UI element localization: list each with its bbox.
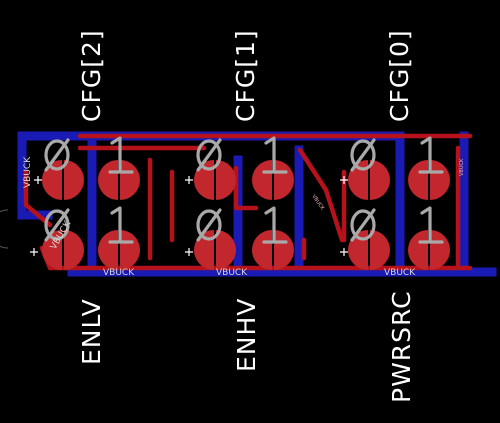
net-label-vbuck-bottom-1: VBUCK [103,268,135,278]
pad-number-cfg0-0 [350,139,376,171]
net-label-vbuck-left-1: VBUCK [23,156,33,188]
pad-enhv-1b[interactable] [274,230,294,270]
pad-pwrsrc-1[interactable] [408,230,428,270]
jumper-enhv[interactable] [185,206,294,270]
label-cfg2: CFG[2] [77,29,106,122]
top-trace-col-c[interactable] [233,165,259,211]
top-trace-left-bend[interactable] [23,169,53,228]
plus-cfg2 [34,176,42,184]
pad-number-cfg2-0-slash [44,138,70,172]
pad-enlv-1[interactable] [98,230,118,270]
label-cfg1: CFG[1] [231,29,260,122]
label-pwrsrc: PWRSRC [387,290,416,403]
pad-number-pwrsrc-1 [418,206,444,244]
pad-cfg1-1b[interactable] [274,160,294,200]
plus-pwrsrc [340,248,348,256]
label-enlv: ENLV [77,298,106,365]
top-trace-diagonal[interactable] [297,147,345,243]
jumper-enlv[interactable] [30,206,140,270]
jumper-cfg1[interactable] [185,136,294,200]
pad-enlv-0b[interactable] [64,230,84,270]
plus-enlv [30,248,38,256]
plus-cfg0 [340,176,348,184]
jumper-pwrsrc[interactable] [340,206,450,270]
pad-number-cfg2-0 [44,139,70,171]
pad-cfg2-1b[interactable] [120,160,140,200]
pad-number-enlv-0 [44,209,70,241]
pad-number-enlv-0-slash [44,208,70,242]
pad-cfg0-1b[interactable] [430,160,450,200]
pad-cfg2-0b[interactable] [64,160,84,200]
pad-enhv-1[interactable] [252,230,272,270]
pad-number-cfg0-1 [418,136,444,174]
pad-cfg1-0b[interactable] [216,160,236,200]
pad-number-enhv-0-slash [196,208,222,242]
pad-number-pwrsrc-0 [350,209,376,241]
pad-enhv-0b[interactable] [216,230,236,270]
net-label-vbuck-right: VBUCK [459,158,465,176]
pad-number-enlv-1 [108,206,134,244]
pad-number-enhv-1 [262,206,288,244]
jumper-cfg0[interactable] [340,136,450,200]
net-label-vbuck-bottom-3: VBUCK [384,268,416,278]
pad-number-pwrsrc-0-slash [350,208,376,242]
pad-number-cfg0-0-slash [350,138,376,172]
pad-cfg0-0b[interactable] [370,160,390,200]
pad-number-cfg1-0 [196,139,222,171]
pad-number-cfg1-1 [262,136,288,174]
pad-number-cfg2-1 [108,136,134,174]
plus-cfg1 [185,176,193,184]
pad-enlv-1b[interactable] [120,230,140,270]
pad-number-enhv-0 [196,209,222,241]
pad-cfg2-1[interactable] [98,160,118,200]
pad-number-cfg1-0-slash [196,138,222,172]
net-label-vbuck-bottom-2: VBUCK [216,268,248,278]
label-cfg0: CFG[0] [385,29,414,122]
pad-pwrsrc-1b[interactable] [430,230,450,270]
pad-pwrsrc-0b[interactable] [370,230,390,270]
mounting-hole-outline [0,209,9,249]
pad-cfg0-1[interactable] [408,160,428,200]
jumper-cfg2[interactable] [34,136,140,200]
plus-enhv [185,248,193,256]
label-enhv: ENHV [232,298,261,372]
net-label-vbuck-diag: VBUCK [310,194,325,212]
pad-cfg1-1[interactable] [252,160,272,200]
